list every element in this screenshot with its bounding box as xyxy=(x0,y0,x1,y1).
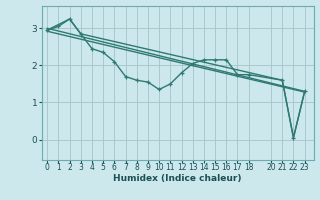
X-axis label: Humidex (Indice chaleur): Humidex (Indice chaleur) xyxy=(113,174,242,183)
